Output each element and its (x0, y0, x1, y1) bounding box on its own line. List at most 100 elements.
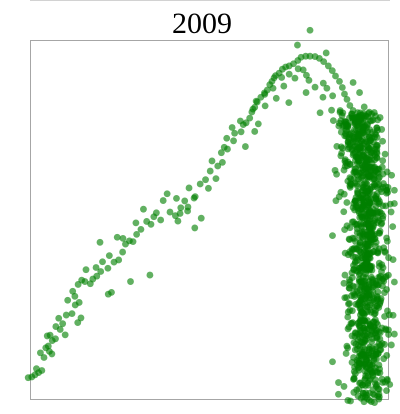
scatter-point (372, 146, 379, 153)
scatter-point (374, 369, 381, 376)
scatter-point (238, 128, 245, 135)
scatter-point (335, 391, 342, 398)
scatter-point (292, 75, 299, 82)
scatter-point (372, 235, 379, 242)
scatter-point (374, 393, 381, 400)
scatter-point (108, 289, 115, 296)
scatter-point (368, 117, 375, 124)
scatter-point (223, 135, 230, 142)
scatter-point (115, 257, 122, 264)
scatter-point (364, 175, 371, 182)
scatter-point (354, 190, 361, 197)
scatter-point (207, 168, 214, 175)
scatter-point (385, 272, 392, 279)
scatter-point (377, 273, 384, 280)
scatter-point (377, 114, 384, 121)
scatter-point (379, 184, 386, 191)
scatter-point (59, 320, 66, 327)
scatter-point (366, 326, 373, 333)
scatter-point (177, 210, 184, 217)
scatter-point (373, 166, 380, 173)
scatter-point (64, 297, 71, 304)
scatter-point (360, 390, 367, 397)
scatter-point (341, 383, 348, 390)
scatter-point (114, 234, 121, 241)
scatter-point (312, 84, 319, 91)
scatter-point (351, 235, 358, 242)
scatter-point (384, 169, 391, 176)
scatter-point (33, 365, 40, 372)
scatter-point (387, 201, 394, 208)
scatter-point (391, 187, 398, 194)
scatter-point (357, 155, 364, 162)
scatter-point (336, 78, 343, 85)
scatter-point (332, 73, 339, 80)
scatter-point (391, 331, 398, 338)
scatter-point (62, 331, 69, 338)
scatter-point (379, 340, 386, 347)
scatter-point (97, 239, 104, 246)
scatter-point (55, 315, 62, 322)
scatter-point (329, 232, 336, 239)
scatter-point (372, 380, 379, 387)
scatter-point (295, 65, 302, 72)
scatter-point (44, 333, 51, 340)
scatter-point (164, 190, 171, 197)
scatter-point (373, 180, 380, 187)
scatter-point (177, 204, 184, 211)
scatter-point (119, 249, 126, 256)
scatter-point (160, 197, 167, 204)
scatter-point (361, 233, 368, 240)
scatter-point (202, 176, 209, 183)
scatter-point (366, 345, 373, 352)
scatter-point (351, 245, 358, 252)
scatter-point (99, 258, 106, 265)
scatter-point (307, 27, 314, 34)
scatter-point (362, 278, 369, 285)
scatter-point (389, 223, 396, 230)
scatter-point (350, 376, 357, 383)
chart-title: 2009 (172, 7, 232, 40)
scatter-point (255, 120, 262, 127)
scatter-point (356, 89, 363, 96)
scatter-point (352, 138, 359, 145)
scatter-point (262, 102, 269, 109)
scatter-point (106, 252, 113, 259)
scatter-point (186, 185, 193, 192)
scatter-point (364, 294, 371, 301)
scatter-point (374, 282, 381, 289)
scatter-point (250, 106, 257, 113)
scatter-point (140, 206, 147, 213)
scatter-point (52, 323, 59, 330)
scatter-point (339, 109, 346, 116)
scatter-point (229, 124, 236, 131)
scatter-point (328, 107, 335, 114)
scatter-point (242, 143, 249, 150)
scatter-point (348, 320, 355, 327)
scatter-point (354, 181, 361, 188)
scatter-point (364, 265, 371, 272)
scatter-point (382, 151, 389, 158)
scatter-point (384, 238, 391, 245)
scatter-point (386, 311, 393, 318)
scatter-point (365, 110, 372, 117)
scatter-point (184, 208, 191, 215)
scatter-point (37, 349, 44, 356)
scatter-point (352, 370, 359, 377)
scatter-point (346, 285, 353, 292)
scatter-point (342, 163, 349, 170)
scatter-point (336, 193, 343, 200)
scatter-point (349, 111, 356, 118)
scatter-point (181, 198, 188, 205)
scatter-point (373, 327, 380, 334)
scatter-point (219, 159, 226, 166)
scatter-point (320, 80, 327, 87)
scatter-point (356, 265, 363, 272)
scatter-point (343, 119, 350, 126)
scatter-point (332, 167, 339, 174)
scatter-point (383, 352, 390, 359)
scatter-point (352, 149, 359, 156)
scatter-point (356, 161, 363, 168)
scatter-point (286, 71, 293, 78)
scatter-point (323, 50, 330, 57)
